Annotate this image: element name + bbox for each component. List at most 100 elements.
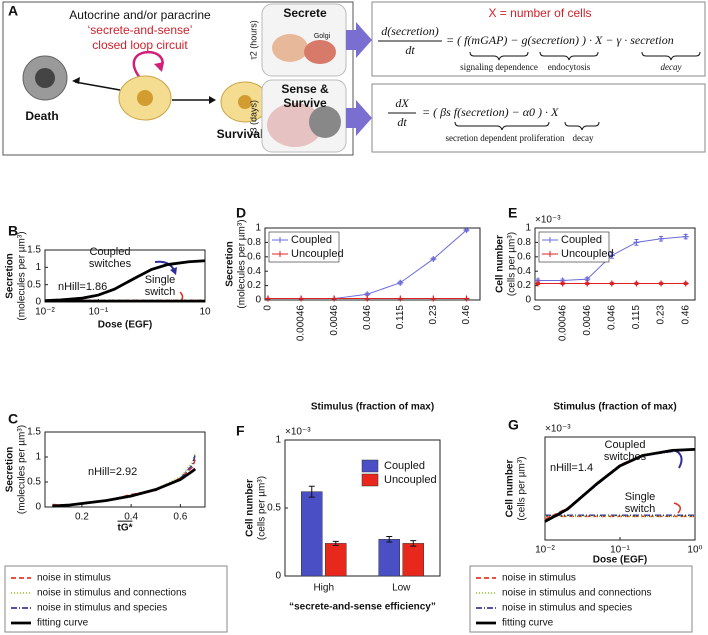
data-line <box>52 467 197 508</box>
x-axis-label: Stimulus (fraction of max) <box>311 402 434 413</box>
nucleus <box>238 95 252 109</box>
arrow-head <box>154 62 164 72</box>
annotation: Single <box>625 491 656 503</box>
plot-frame <box>534 227 696 301</box>
x-tick-label: 0 <box>533 305 544 311</box>
x-axis-label: Dose (EGF) <box>593 555 647 566</box>
brace-label: signaling dependence <box>460 62 538 72</box>
y-tick-label: 0 <box>525 295 531 306</box>
legend-label: Uncoupled <box>384 474 437 486</box>
marker <box>608 252 615 259</box>
arrow <box>346 22 372 58</box>
marker <box>397 295 404 302</box>
x-axis-label: “secrete-and-sense efficiency” <box>289 602 436 613</box>
tau2-label: τ2 (hours) <box>248 20 258 60</box>
legend-swatch <box>277 251 283 257</box>
marker <box>584 280 591 287</box>
y-multiplier: ×10⁻³ <box>535 215 561 226</box>
legend-label: noise in stimulus <box>502 573 576 584</box>
legend-swatch <box>277 237 283 243</box>
marker <box>658 280 665 287</box>
marker <box>331 295 338 302</box>
x-axis-label: Dose (EGF) <box>98 320 152 331</box>
x-tick-label: 0.00046 <box>296 305 307 342</box>
eq1-rhs: = ( f(mGAP) − g(secretion) ) · X − γ · s… <box>446 33 674 47</box>
brace-label: endocytosis <box>548 62 591 72</box>
eq2-denominator: dt <box>397 115 407 129</box>
marker <box>682 233 689 240</box>
x-tick-label: 0.2 <box>75 512 89 523</box>
y-axis-label: (molecules per µm³) <box>237 219 248 308</box>
y-axis-label: Secretion <box>225 241 236 287</box>
x-axis-label: Stimulus (fraction of max) <box>553 402 676 413</box>
annotation: switch <box>625 503 656 515</box>
y-tick-label: 0 <box>275 571 281 582</box>
legend-label: noise in stimulus and species <box>37 603 167 614</box>
x-tick-label: 0.115 <box>395 305 406 330</box>
y-tick-label: 0.8 <box>247 237 261 248</box>
brace-label: decay <box>573 133 594 143</box>
y-tick-label: 0.5 <box>27 477 41 488</box>
y-axis-label: Secretion <box>5 447 16 493</box>
y-multiplier: ×10⁻³ <box>545 424 571 435</box>
y-axis-label: (molecules per µm³) <box>17 425 28 514</box>
y-axis-label: Secretion <box>5 253 16 299</box>
underbrace <box>641 51 701 61</box>
marker <box>633 280 640 287</box>
marker <box>265 295 271 302</box>
survive-icon <box>309 106 341 138</box>
y-axis-label: (cells per µm³) <box>517 456 528 520</box>
legend-label: noise in stimulus and species <box>502 603 632 614</box>
y-tick-label: 1 <box>35 452 41 463</box>
marker <box>430 295 437 302</box>
underbrace <box>469 51 529 61</box>
marker <box>559 280 566 287</box>
y-axis-label: (cells per µm³) <box>507 232 518 296</box>
y-tick-label: 0 <box>255 295 261 306</box>
annotation: switch <box>145 286 176 298</box>
panel-label: F <box>236 423 245 439</box>
x-tick-label: 0.115 <box>631 305 642 330</box>
y-tick-label: 1 <box>35 262 41 273</box>
annotation: nHill=2.92 <box>88 466 137 478</box>
marker <box>658 235 665 242</box>
arrow <box>74 81 121 91</box>
legend-swatch <box>361 459 379 473</box>
panel-a-frame <box>2 1 354 156</box>
nucleus <box>137 90 153 106</box>
x-tick-label: 0.4 <box>124 512 138 523</box>
y-axis-label: (molecules per µm³) <box>17 231 28 320</box>
x-tick-label: 0.0046 <box>329 305 340 336</box>
x-tick-label: High <box>313 583 334 594</box>
x-definition: X = number of cells <box>488 6 591 20</box>
error-bar <box>332 540 339 546</box>
y-tick-label: 0.6 <box>247 251 261 262</box>
brace-label: secretion dependent proliferation <box>446 133 565 143</box>
y-axis-label: (cells per µm³) <box>257 476 268 540</box>
error-bar <box>386 536 393 543</box>
brace-label: decay <box>661 62 682 72</box>
panel-label: C <box>8 411 18 427</box>
annotation: Single <box>145 274 176 286</box>
sense-label: Survive <box>283 96 327 110</box>
sense-label: Sense & <box>281 82 329 96</box>
y-tick-label: 0.2 <box>517 280 531 291</box>
x-tick-label: 0.00046 <box>557 305 568 342</box>
arrow-head <box>209 96 216 104</box>
legend-box <box>469 565 693 633</box>
annotation: Coupled <box>90 246 131 258</box>
legend-box <box>268 231 340 263</box>
death-nucleus <box>35 68 55 88</box>
survival-label: Survival <box>217 127 264 141</box>
legend-swatch <box>547 251 553 257</box>
x-tick-label: 0.23 <box>428 305 439 325</box>
tau3-label: τ3 (days) <box>248 100 258 136</box>
y-tick-label: 0 <box>35 297 41 308</box>
bar <box>325 543 347 577</box>
legend-label: noise in stimulus <box>37 573 111 584</box>
x-tick-label: 0 <box>263 305 274 311</box>
panel-label: A <box>8 3 18 19</box>
legend-label: noise in stimulus and connections <box>37 588 187 599</box>
panel-label: E <box>508 205 517 221</box>
